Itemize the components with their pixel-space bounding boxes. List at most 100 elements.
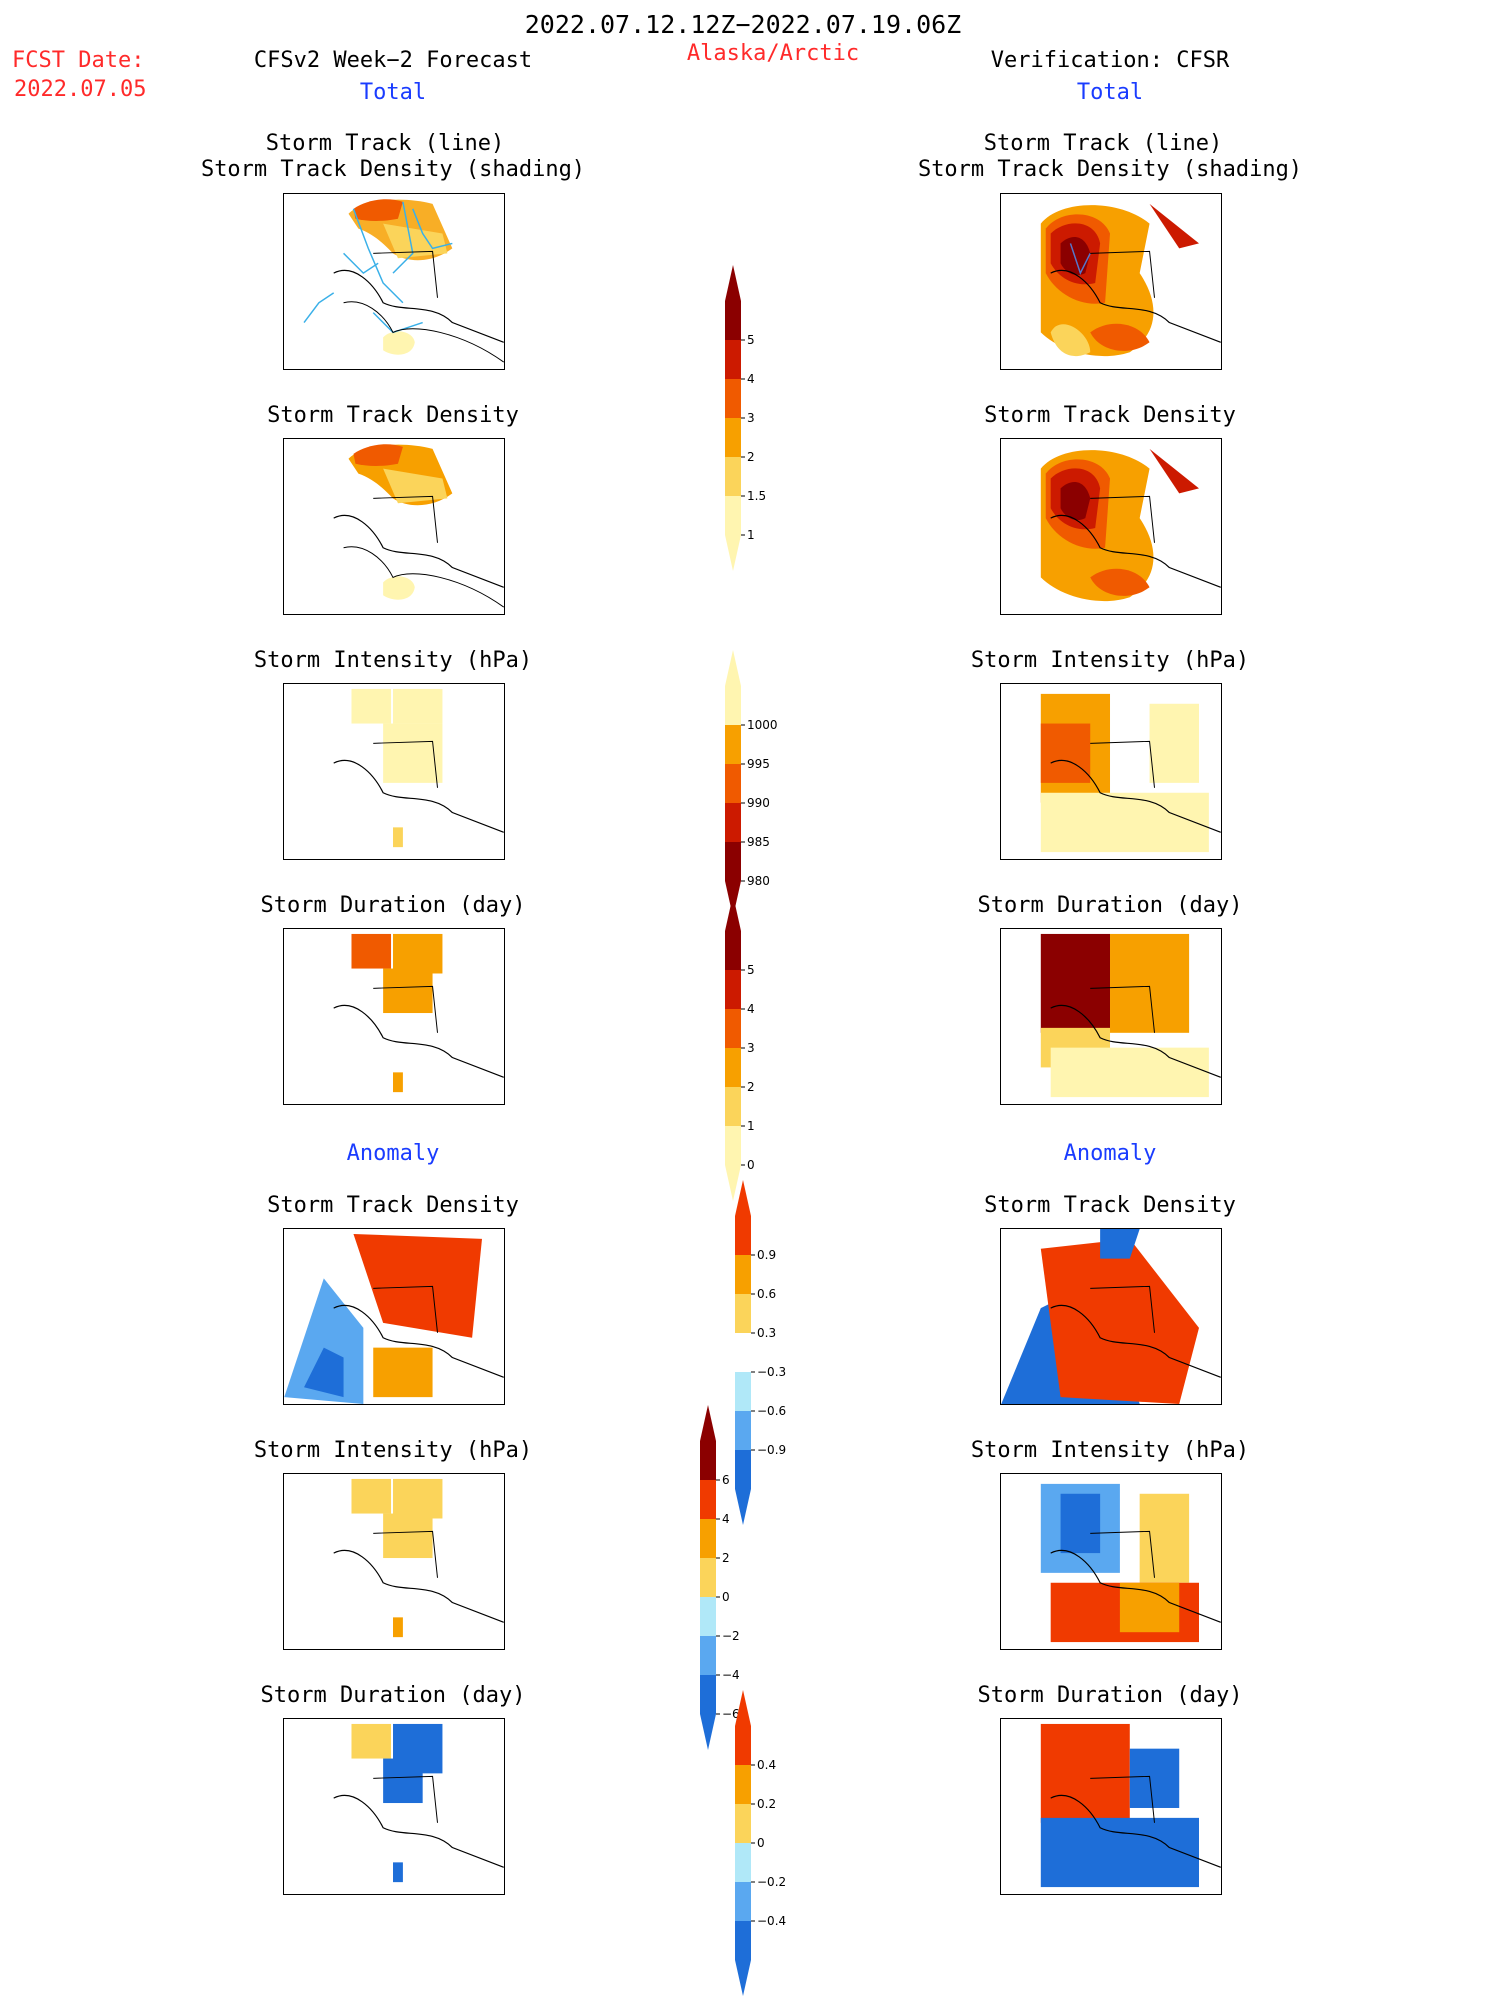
duration_total-label: 4: [747, 1002, 755, 1016]
duration_anom-label: −0.4: [757, 1914, 786, 1928]
intensity_total-swatch: [725, 803, 741, 842]
left-track-line-title: Storm Track (line): [265, 131, 505, 156]
intensity_total-swatch: [725, 764, 741, 803]
duration_total-label: 1: [747, 1119, 755, 1133]
left-anom-intensity-title: Storm Intensity (hPa): [253, 1438, 533, 1463]
duration_total-swatch: [725, 1126, 741, 1165]
intensity_anom-svg: 6 4 2 0 −2 −4 −6: [700, 1405, 740, 1750]
map-cfsr-density: [1000, 438, 1222, 615]
intensity_anom-swatch: [700, 1441, 716, 1480]
density_total-top-arrow: [725, 265, 741, 301]
map-cfsr-anom-intensity: [1000, 1473, 1222, 1650]
duration_anom-swatch: [735, 1804, 751, 1843]
density_anom-swatch: [735, 1216, 751, 1255]
map-cfsr-track: [1000, 193, 1222, 370]
left-duration-title: Storm Duration (day): [260, 893, 526, 918]
density_anom-swatch: [735, 1372, 751, 1411]
duration_anom-swatch: [735, 1921, 751, 1960]
density_anom-swatch: [735, 1294, 751, 1333]
duration_anom-swatch: [735, 1882, 751, 1921]
density_total-label: 4: [747, 372, 755, 386]
colorbar-duration-total: 5 4 3 2 1 0: [725, 895, 785, 1201]
intensity_total-swatch: [725, 725, 741, 764]
left-intensity-title: Storm Intensity (hPa): [253, 648, 533, 673]
left-anom-density-title: Storm Track Density: [267, 1193, 519, 1218]
density_anom-label: 0.9: [757, 1248, 776, 1262]
density_anom-swatch: [735, 1411, 751, 1450]
duration_total-bottom-arrow: [725, 1165, 741, 1201]
map-cfsr-duration-svg: [1040, 933, 1221, 1098]
right-total-label: Total: [1076, 80, 1144, 105]
density_total-swatch: [725, 301, 741, 340]
density_anom-svg: 0.9 0.6 0.3 −0.3 −0.6 −0.9: [735, 1180, 786, 1525]
map-fcst-intensity-svg: [333, 688, 504, 848]
colorbar-intensity-anom: 6 4 2 0 −2 −4 −6: [700, 1405, 760, 1750]
intensity_total-label: 995: [747, 757, 770, 771]
density_anom-label: −0.6: [757, 1404, 786, 1418]
map-fcst-anom-duration-svg: [333, 1723, 504, 1883]
density_anom-label: 0.3: [757, 1326, 776, 1340]
map-fcst-intensity: [283, 683, 505, 860]
intensity_total-label: 1000: [747, 718, 778, 732]
intensity_anom-bottom-arrow: [700, 1714, 716, 1750]
density_total-svg: 5 4 3 2 1.5 1: [725, 265, 766, 571]
forecast-title: CFSv2 Week−2 Forecast: [253, 48, 533, 73]
intensity_anom-label: 2: [722, 1551, 730, 1565]
map-fcst-anom-intensity-svg: [333, 1478, 504, 1638]
intensity_total-label: 980: [747, 874, 770, 888]
intensity_anom-swatch: [700, 1597, 716, 1636]
intensity_total-label: 985: [747, 835, 770, 849]
density_anom-label: 0.6: [757, 1287, 776, 1301]
period-title: 2022.07.12.12Z−2022.07.19.06Z: [524, 10, 962, 39]
duration_total-swatch: [725, 1009, 741, 1048]
map-fcst-track: [283, 193, 505, 370]
verification-title: Verification: CFSR: [990, 48, 1230, 73]
right-anom-density-title: Storm Track Density: [984, 1193, 1236, 1218]
duration_anom-label: 0.2: [757, 1797, 776, 1811]
density_anom-swatch: [735, 1255, 751, 1294]
right-track-line-title: Storm Track (line): [983, 131, 1223, 156]
intensity_anom-label: −4: [722, 1668, 740, 1682]
map-cfsr-duration: [1000, 928, 1222, 1105]
colorbar-density-total: 5 4 3 2 1.5 1: [725, 265, 785, 571]
density_total-label: 1: [747, 528, 755, 542]
duration_anom-label: 0.4: [757, 1758, 776, 1772]
map-fcst-anom-density-svg: [284, 1233, 504, 1404]
density_anom-label: −0.3: [757, 1365, 786, 1379]
right-anom-duration-title: Storm Duration (day): [977, 1683, 1243, 1708]
map-fcst-duration-svg: [333, 933, 504, 1093]
density_total-swatch: [725, 340, 741, 379]
duration_total-swatch: [725, 1048, 741, 1087]
map-fcst-density-svg: [333, 444, 504, 608]
intensity_anom-swatch: [700, 1636, 716, 1675]
density_total-swatch: [725, 418, 741, 457]
intensity_total-label: 990: [747, 796, 770, 810]
intensity_anom-label: −2: [722, 1629, 740, 1643]
intensity_anom-label: 0: [722, 1590, 730, 1604]
duration_anom-swatch: [735, 1843, 751, 1882]
right-density-title: Storm Track Density: [984, 403, 1236, 428]
density_total-label: 3: [747, 411, 755, 425]
left-anom-duration-title: Storm Duration (day): [260, 1683, 526, 1708]
duration_anom-label: 0: [757, 1836, 765, 1850]
duration_total-swatch: [725, 970, 741, 1009]
intensity_total-svg: 1000 995 990 985 980: [725, 650, 778, 917]
intensity_anom-swatch: [700, 1480, 716, 1519]
intensity_anom-label: −6: [722, 1707, 740, 1721]
colorbar-intensity-total: 1000 995 990 985 980: [725, 650, 785, 917]
map-fcst-anom-duration: [283, 1718, 505, 1895]
region-title: Alaska/Arctic: [686, 41, 860, 66]
duration_total-top-arrow: [725, 895, 741, 931]
map-cfsr-anom-intensity-svg: [1040, 1483, 1221, 1643]
density_total-label: 2: [747, 450, 755, 464]
map-cfsr-anom-density: [1000, 1228, 1222, 1405]
intensity_anom-swatch: [700, 1558, 716, 1597]
duration_anom-label: −0.2: [757, 1875, 786, 1889]
duration_anom-swatch: [735, 1765, 751, 1804]
intensity_anom-label: 4: [722, 1512, 730, 1526]
density_total-label: 5: [747, 333, 755, 347]
density_total-label: 1.5: [747, 489, 766, 503]
duration_total-label: 5: [747, 963, 755, 977]
duration_total-label: 2: [747, 1080, 755, 1094]
density_anom-top-arrow: [735, 1180, 751, 1216]
